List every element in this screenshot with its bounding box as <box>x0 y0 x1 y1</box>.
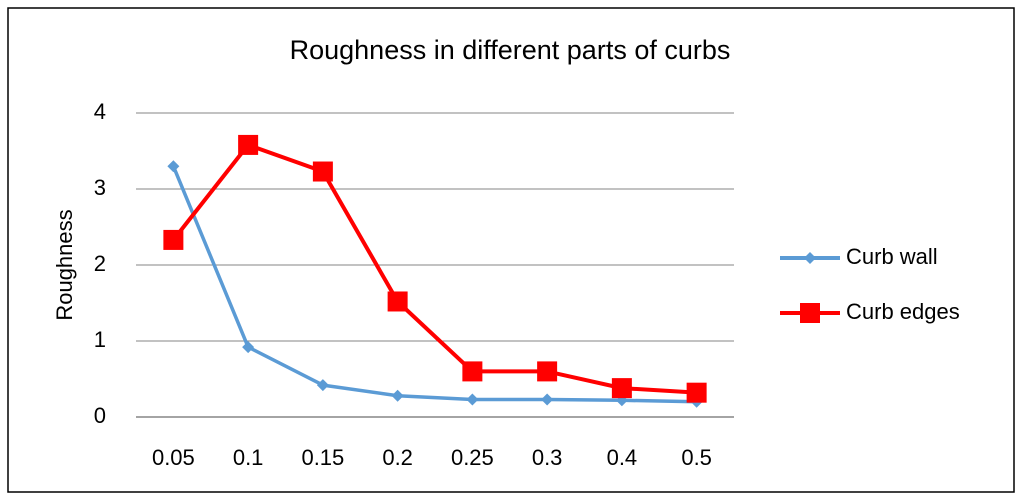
x-tick-label: 0.15 <box>301 445 344 470</box>
chart-title: Roughness in different parts of curbs <box>290 35 731 65</box>
x-tick-label: 0.3 <box>532 445 563 470</box>
legend-marker <box>804 252 816 264</box>
data-point <box>312 161 333 182</box>
y-tick-label: 1 <box>94 327 106 352</box>
data-point <box>541 393 554 406</box>
legend-marker <box>800 303 820 323</box>
y-tick-label: 4 <box>94 99 106 124</box>
data-point <box>466 393 479 406</box>
data-point <box>316 379 329 392</box>
legend-label: Curb edges <box>846 299 960 324</box>
y-tick-label: 3 <box>94 175 106 200</box>
data-point <box>537 361 558 382</box>
legend-label: Curb wall <box>846 244 938 269</box>
chart-border <box>7 7 1015 493</box>
data-point <box>238 134 259 155</box>
x-tick-label: 0.2 <box>382 445 413 470</box>
series-line <box>171 142 697 395</box>
x-tick-label: 0.1 <box>233 445 264 470</box>
x-tick-label: 0.25 <box>451 445 494 470</box>
data-point <box>167 160 180 173</box>
y-tick-label: 0 <box>94 403 106 428</box>
x-tick-label: 0.05 <box>152 445 195 470</box>
data-point <box>391 389 404 402</box>
data-point <box>242 341 255 354</box>
data-point <box>611 378 632 399</box>
x-tick-label: 0.5 <box>681 445 712 470</box>
data-point <box>163 229 184 250</box>
series-line <box>171 165 697 404</box>
data-point <box>462 361 483 382</box>
data-point <box>387 291 408 312</box>
data-point <box>686 382 707 403</box>
x-tick-label: 0.4 <box>607 445 638 470</box>
y-axis-label: Roughness <box>52 209 77 320</box>
y-tick-label: 2 <box>94 251 106 276</box>
